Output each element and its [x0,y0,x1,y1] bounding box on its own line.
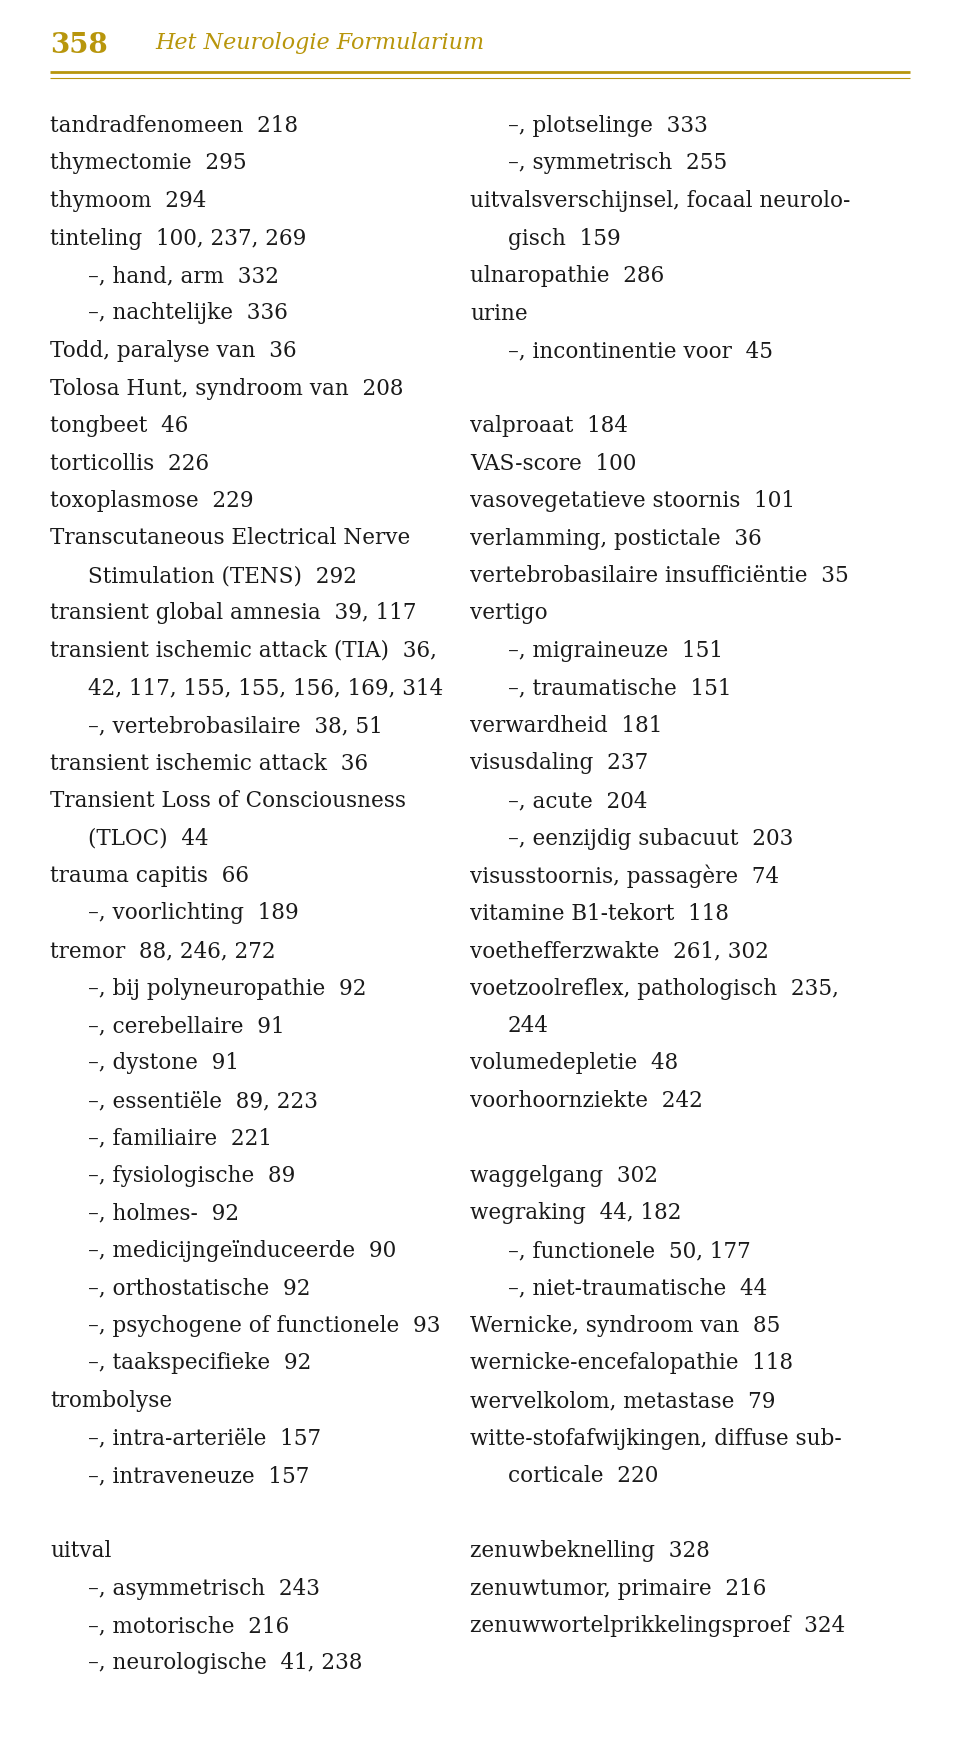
Text: (TLOC)  44: (TLOC) 44 [88,827,208,850]
Text: wervelkolom, metastase  79: wervelkolom, metastase 79 [470,1389,776,1412]
Text: Tolosa Hunt, syndroom van  208: Tolosa Hunt, syndroom van 208 [50,377,403,400]
Text: thymoom  294: thymoom 294 [50,190,206,212]
Text: vasovegetatieve stoornis  101: vasovegetatieve stoornis 101 [470,490,795,511]
Text: –, migraineuze  151: –, migraineuze 151 [508,640,723,661]
Text: –, niet-traumatische  44: –, niet-traumatische 44 [508,1278,767,1299]
Text: –, fysiologische  89: –, fysiologische 89 [88,1165,296,1186]
Text: tremor  88, 246, 272: tremor 88, 246, 272 [50,940,276,963]
Text: –, traumatische  151: –, traumatische 151 [508,677,732,700]
Text: –, essentiële  89, 223: –, essentiële 89, 223 [88,1090,318,1112]
Text: –, functionele  50, 177: –, functionele 50, 177 [508,1239,751,1262]
Text: –, orthostatische  92: –, orthostatische 92 [88,1278,310,1299]
Text: –, nachtelijke  336: –, nachtelijke 336 [88,303,288,324]
Text: transient ischemic attack (TIA)  36,: transient ischemic attack (TIA) 36, [50,640,437,661]
Text: –, cerebellaire  91: –, cerebellaire 91 [88,1015,284,1037]
Text: torticollis  226: torticollis 226 [50,453,209,474]
Text: –, asymmetrisch  243: –, asymmetrisch 243 [88,1578,320,1599]
Text: urine: urine [470,303,528,324]
Text: transient ischemic attack  36: transient ischemic attack 36 [50,753,368,774]
Text: –, vertebrobasilaire  38, 51: –, vertebrobasilaire 38, 51 [88,716,383,737]
Text: corticale  220: corticale 220 [508,1465,659,1486]
Text: Wernicke, syndroom van  85: Wernicke, syndroom van 85 [470,1315,780,1336]
Text: transient global amnesia  39, 117: transient global amnesia 39, 117 [50,603,417,624]
Text: –, bij polyneuropathie  92: –, bij polyneuropathie 92 [88,977,367,1000]
Text: wegraking  44, 182: wegraking 44, 182 [470,1202,682,1225]
Text: 42, 117, 155, 155, 156, 169, 314: 42, 117, 155, 155, 156, 169, 314 [88,677,444,700]
Text: trauma capitis  66: trauma capitis 66 [50,866,249,887]
Text: wernicke-encefalopathie  118: wernicke-encefalopathie 118 [470,1352,793,1375]
Text: –, taakspecifieke  92: –, taakspecifieke 92 [88,1352,311,1375]
Text: zenuwtumor, primaire  216: zenuwtumor, primaire 216 [470,1578,766,1599]
Text: witte-stofafwijkingen, diffuse sub-: witte-stofafwijkingen, diffuse sub- [470,1428,842,1449]
Text: Transcutaneous Electrical Nerve: Transcutaneous Electrical Nerve [50,527,410,550]
Text: Transient Loss of Consciousness: Transient Loss of Consciousness [50,790,406,813]
Text: tandradfenomeen  218: tandradfenomeen 218 [50,115,299,138]
Text: volumedepletie  48: volumedepletie 48 [470,1053,679,1074]
Text: Todd, paralyse van  36: Todd, paralyse van 36 [50,340,297,361]
Text: verwardheid  181: verwardheid 181 [470,716,662,737]
Text: –, eenzijdig subacuut  203: –, eenzijdig subacuut 203 [508,827,793,850]
Text: tinteling  100, 237, 269: tinteling 100, 237, 269 [50,227,306,250]
Text: vitamine B1-tekort  118: vitamine B1-tekort 118 [470,903,729,924]
Text: gisch  159: gisch 159 [508,227,621,250]
Text: voethefferzwakte  261, 302: voethefferzwakte 261, 302 [470,940,769,963]
Text: –, acute  204: –, acute 204 [508,790,647,813]
Text: –, hand, arm  332: –, hand, arm 332 [88,264,279,287]
Text: ulnaropathie  286: ulnaropathie 286 [470,264,664,287]
Text: 244: 244 [508,1015,549,1037]
Text: –, voorlichting  189: –, voorlichting 189 [88,903,299,924]
Text: thymectomie  295: thymectomie 295 [50,153,247,175]
Text: –, psychogene of functionele  93: –, psychogene of functionele 93 [88,1315,441,1336]
Text: visusdaling  237: visusdaling 237 [470,753,648,774]
Text: vertigo: vertigo [470,603,547,624]
Text: zenuwwortelprikkelingsproef  324: zenuwwortelprikkelingsproef 324 [470,1615,845,1638]
Text: Stimulation (TENS)  292: Stimulation (TENS) 292 [88,564,357,587]
Text: –, holmes-  92: –, holmes- 92 [88,1202,239,1225]
Text: visusstoornis, passagère  74: visusstoornis, passagère 74 [470,866,780,889]
Text: uitval: uitval [50,1541,111,1562]
Text: vertebrobasilaire insufficiëntie  35: vertebrobasilaire insufficiëntie 35 [470,564,849,587]
Text: verlamming, postictale  36: verlamming, postictale 36 [470,527,761,550]
Text: –, medicijngeïnduceerde  90: –, medicijngeïnduceerde 90 [88,1239,396,1262]
Text: valproaat  184: valproaat 184 [470,414,628,437]
Text: –, symmetrisch  255: –, symmetrisch 255 [508,153,728,175]
Text: –, motorische  216: –, motorische 216 [88,1615,289,1638]
Text: waggelgang  302: waggelgang 302 [470,1165,658,1186]
Text: –, dystone  91: –, dystone 91 [88,1053,239,1074]
Text: VAS-score  100: VAS-score 100 [470,453,636,474]
Text: –, plotselinge  333: –, plotselinge 333 [508,115,708,138]
Text: Het Neurologie Formularium: Het Neurologie Formularium [155,32,484,55]
Text: zenuwbeknelling  328: zenuwbeknelling 328 [470,1541,709,1562]
Text: –, incontinentie voor  45: –, incontinentie voor 45 [508,340,773,361]
Text: 358: 358 [50,32,108,58]
Text: toxoplasmose  229: toxoplasmose 229 [50,490,253,511]
Text: voetzoolreflex, pathologisch  235,: voetzoolreflex, pathologisch 235, [470,977,839,1000]
Text: –, neurologische  41, 238: –, neurologische 41, 238 [88,1652,363,1675]
Text: –, familiaire  221: –, familiaire 221 [88,1128,272,1149]
Text: uitvalsverschijnsel, focaal neurolo-: uitvalsverschijnsel, focaal neurolo- [470,190,851,212]
Text: –, intraveneuze  157: –, intraveneuze 157 [88,1465,309,1486]
Text: tongbeet  46: tongbeet 46 [50,414,188,437]
Text: trombolyse: trombolyse [50,1389,172,1412]
Text: voorhoornziekte  242: voorhoornziekte 242 [470,1090,703,1112]
Text: –, intra-arteriële  157: –, intra-arteriële 157 [88,1428,322,1449]
